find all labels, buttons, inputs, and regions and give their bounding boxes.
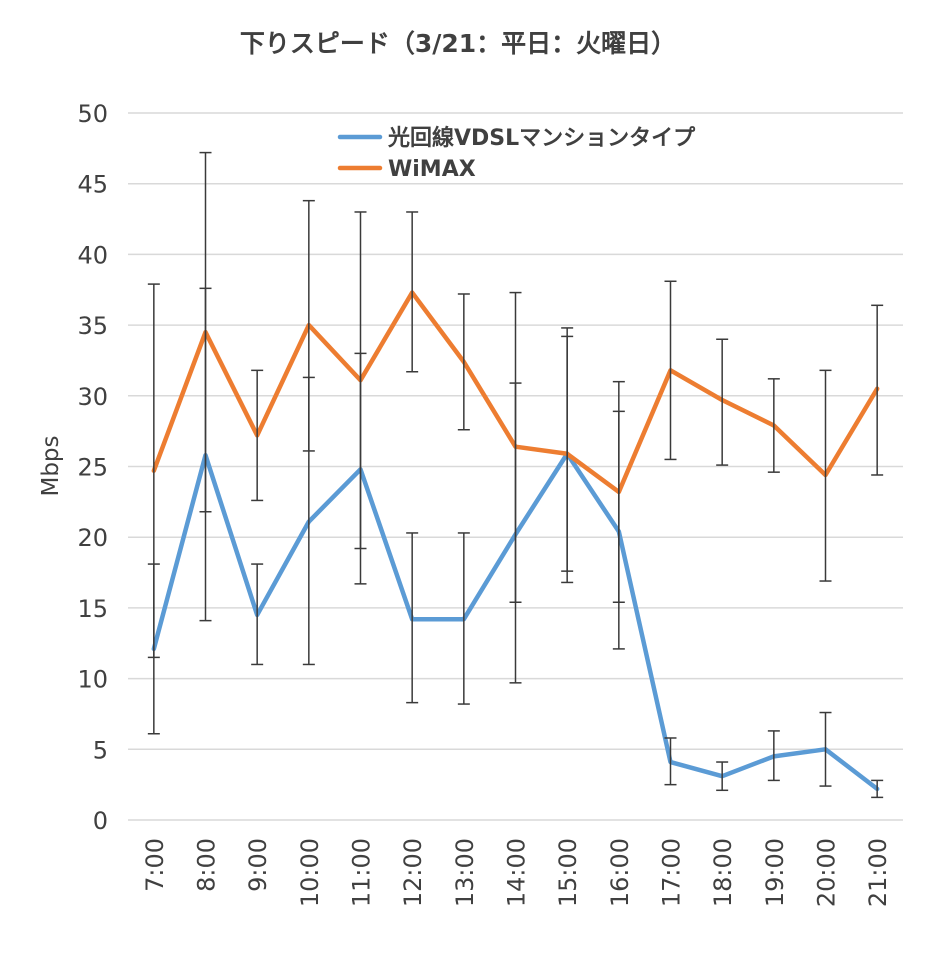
legend-label: WiMAX xyxy=(388,157,476,182)
error-bar xyxy=(767,378,780,473)
error-bar xyxy=(406,211,419,373)
error-bar xyxy=(819,369,832,582)
x-tick-label: 11:00 xyxy=(348,838,376,907)
y-tick-label: 45 xyxy=(77,171,108,199)
error-bar xyxy=(561,327,574,584)
error-bar xyxy=(251,369,264,502)
error-bar xyxy=(716,761,729,792)
y-tick-label: 30 xyxy=(77,383,108,411)
error-bar xyxy=(664,737,677,786)
y-tick-label: 25 xyxy=(77,454,108,482)
x-tick-label: 15:00 xyxy=(554,838,582,907)
error-bar xyxy=(871,779,884,799)
error-bar xyxy=(406,532,419,704)
x-tick-label: 8:00 xyxy=(193,838,221,892)
error-bar xyxy=(302,199,315,452)
x-tick-label: 16:00 xyxy=(606,838,634,907)
x-tick-label: 12:00 xyxy=(399,838,427,907)
error-bar xyxy=(251,563,264,666)
error-bar xyxy=(147,283,160,659)
error-bar xyxy=(509,291,522,603)
error-bar xyxy=(767,730,780,782)
error-bar xyxy=(871,304,884,476)
error-bar xyxy=(664,280,677,461)
x-tick-label: 17:00 xyxy=(658,838,686,907)
x-tick-label: 7:00 xyxy=(141,838,169,892)
x-tick-label: 20:00 xyxy=(813,838,841,907)
error-bar xyxy=(819,711,832,787)
chart-title: 下りスピード（3/21：平日：火曜日） xyxy=(240,29,676,58)
x-tick-label: 13:00 xyxy=(451,838,479,907)
error-bars xyxy=(147,151,884,799)
error-bar xyxy=(457,532,470,705)
y-axis-label: Mbps xyxy=(38,435,64,496)
y-tick-label: 5 xyxy=(93,736,108,764)
y-tick-label: 20 xyxy=(77,524,108,552)
x-tick-label: 9:00 xyxy=(244,838,272,892)
y-tick-label: 10 xyxy=(77,666,108,694)
error-bar xyxy=(612,380,625,603)
error-bar xyxy=(199,151,212,513)
x-tick-labels: 7:00 8:00 9:00 10:00 11:00 12:00 13:00 14:00 15:… xyxy=(141,838,892,907)
x-tick-label: 14:00 xyxy=(503,838,531,907)
y-tick-label: 15 xyxy=(77,595,108,623)
x-tick-label: 18:00 xyxy=(709,838,737,907)
x-tick-label: 10:00 xyxy=(296,838,324,907)
error-bar xyxy=(716,338,729,466)
legend-label: 光回線VDSLマンションタイプ xyxy=(387,125,696,151)
y-tick-labels: 0 5 10 15 20 25 30 35 40 45 50 xyxy=(77,100,108,835)
y-tick-label: 50 xyxy=(77,100,108,128)
error-bar xyxy=(354,211,367,550)
y-tick-label: 0 xyxy=(93,807,108,835)
x-tick-label: 21:00 xyxy=(864,838,892,907)
legend: 光回線VDSLマンションタイプ WiMAX xyxy=(337,125,696,182)
error-bar xyxy=(457,293,470,431)
y-tick-label: 40 xyxy=(77,241,108,269)
y-tick-label: 35 xyxy=(77,312,108,340)
x-tick-label: 19:00 xyxy=(761,838,789,907)
